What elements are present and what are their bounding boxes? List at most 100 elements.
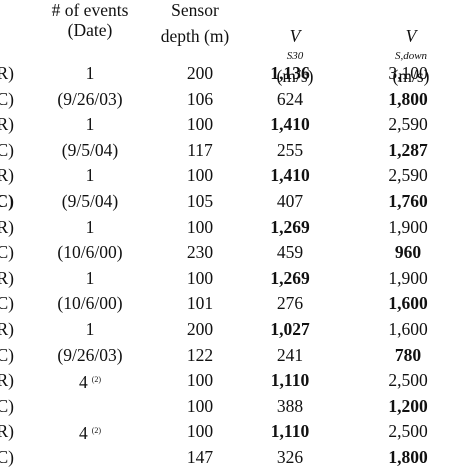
row-vs30: 624 <box>276 89 304 109</box>
row-vsdown: 780 <box>394 345 422 365</box>
row-id: R) <box>0 114 14 134</box>
row-vs30: 388 <box>276 396 304 416</box>
row-vs30: 276 <box>276 293 304 313</box>
row-sensor-depth: 105 <box>186 191 214 211</box>
row-vs30: 1,110 <box>270 421 310 441</box>
header-sensor-line2: depth (m) <box>160 26 230 46</box>
row-vsdown: 1,600 <box>388 293 428 313</box>
row-events: 1 <box>35 217 145 237</box>
row-vs30: 1,269 <box>270 268 310 288</box>
header-vsdown-sub: S,down <box>394 50 428 62</box>
row-sensor-depth: 101 <box>186 293 214 313</box>
row-vs30: 241 <box>276 345 304 365</box>
row-sensor-depth: 230 <box>186 242 214 262</box>
row-events-text: 4 <box>78 423 88 443</box>
row-sensor-depth: 117 <box>187 140 213 160</box>
row-events-text: (10/6/00) <box>57 242 123 262</box>
row-id: C) <box>0 345 14 365</box>
row-vsdown: 2,500 <box>388 421 428 441</box>
header-vs30-unit: (m/s) <box>276 66 314 86</box>
row-events: (10/6/00) <box>35 293 145 313</box>
row-vs30: 255 <box>276 140 304 160</box>
row-sensor-depth: 100 <box>186 114 214 134</box>
row-vs30: 326 <box>276 447 304 467</box>
header-vs30-sub: S30 <box>286 50 304 62</box>
row-vs30: 1,410 <box>270 165 310 185</box>
row-events-text: 1 <box>85 319 95 339</box>
row-id: R) <box>0 421 14 441</box>
row-events-text: (9/5/04) <box>61 140 119 160</box>
row-sensor-depth: 100 <box>186 421 214 441</box>
row-vsdown: 960 <box>394 242 422 262</box>
row-sensor-depth: 100 <box>186 165 214 185</box>
row-events: (9/5/04) <box>35 191 145 211</box>
row-id: R) <box>0 319 14 339</box>
row-sensor-depth: 100 <box>186 217 214 237</box>
row-vsdown: 1,900 <box>388 268 428 288</box>
row-sensor-depth: 147 <box>186 447 214 467</box>
header-vsdown-v: V <box>405 26 417 46</box>
row-events-text: (9/26/03) <box>57 89 123 109</box>
header-sensor-line1: Sensor <box>171 0 219 20</box>
row-vs30: 459 <box>276 242 304 262</box>
row-sensor-depth: 100 <box>186 396 214 416</box>
header-events-line2: (Date) <box>67 20 113 40</box>
row-id: R) <box>0 370 14 390</box>
row-events-text: (10/6/00) <box>57 293 123 313</box>
row-events: 4 (2) <box>35 421 145 443</box>
row-vsdown: 1,600 <box>388 319 428 339</box>
row-events: 1 <box>35 63 145 83</box>
row-vsdown: 2,500 <box>388 370 428 390</box>
row-events: 1 <box>35 268 145 288</box>
header-vs30: V S30 (m/s) <box>245 26 345 86</box>
row-vs30: 1,410 <box>270 114 310 134</box>
row-vs30: 1,136 <box>270 63 310 83</box>
row-events: 4 (2) <box>35 370 145 392</box>
row-vs30: 1,027 <box>270 319 310 339</box>
row-events: (10/6/00) <box>35 242 145 262</box>
row-events: (9/5/04) <box>35 140 145 160</box>
row-sensor-depth: 122 <box>186 345 214 365</box>
row-id: R) <box>0 165 14 185</box>
row-footnote: (2) <box>91 375 102 384</box>
row-vs30: 1,110 <box>270 370 310 390</box>
row-events: 1 <box>35 319 145 339</box>
row-vsdown: 1,200 <box>388 396 428 416</box>
row-events: (9/26/03) <box>35 345 145 365</box>
row-id: R) <box>0 63 14 83</box>
header-vs30-v: V <box>289 26 301 46</box>
header-vsdown-unit: (m/s) <box>392 66 430 86</box>
row-id: R) <box>0 268 14 288</box>
row-events-text: 1 <box>85 217 95 237</box>
row-events-text: 1 <box>85 165 95 185</box>
row-sensor-depth: 106 <box>186 89 214 109</box>
row-events-text: (9/26/03) <box>57 345 123 365</box>
row-vsdown: 3,100 <box>388 63 428 83</box>
row-events-text: 1 <box>85 268 95 288</box>
row-events: (9/26/03) <box>35 89 145 109</box>
row-vsdown: 2,590 <box>388 165 428 185</box>
header-vsdown: V S,down (m/s) <box>348 26 474 86</box>
row-vsdown: 1,287 <box>388 140 428 160</box>
row-vsdown: 1,800 <box>388 89 428 109</box>
row-vsdown: 2,590 <box>388 114 428 134</box>
row-sensor-depth: 100 <box>186 370 214 390</box>
row-id: C) <box>0 89 14 109</box>
row-id: C) <box>0 242 14 262</box>
row-events-text: 1 <box>85 114 95 134</box>
header-events-line1: # of events <box>51 0 129 20</box>
row-vs30: 1,269 <box>270 217 310 237</box>
row-events: 1 <box>35 114 145 134</box>
row-id: R) <box>0 217 14 237</box>
row-events-text: 4 <box>78 372 88 392</box>
row-vsdown: 1,800 <box>388 447 428 467</box>
row-vsdown: 1,760 <box>388 191 428 211</box>
row-sensor-depth: 200 <box>186 63 214 83</box>
row-sensor-depth: 100 <box>186 268 214 288</box>
row-vsdown: 1,900 <box>388 217 428 237</box>
row-id: C) <box>0 447 14 467</box>
row-id: C) <box>0 396 14 416</box>
row-events: 1 <box>35 165 145 185</box>
row-id: C) <box>0 140 14 160</box>
